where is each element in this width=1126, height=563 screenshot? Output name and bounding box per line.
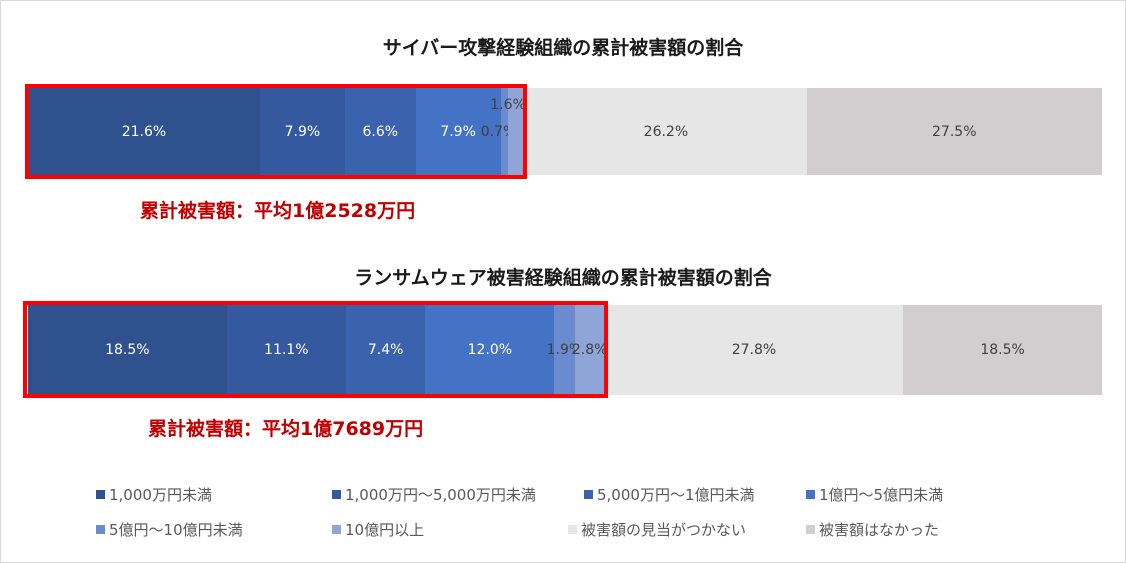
highlight-box-2 <box>23 301 608 398</box>
legend-item: 被害額の見当がつかない <box>568 519 746 540</box>
data-label: 1.6% <box>490 97 526 114</box>
bar-segment: 7.4% <box>345 305 426 395</box>
data-label: 26.2% <box>643 123 689 140</box>
bar-segment: 1.6% <box>490 88 526 175</box>
data-label: 0.7% <box>480 123 517 140</box>
bar-segment: 26.2% <box>525 88 807 175</box>
chart-title-1: サイバー攻撃経験組織の累計被害額の割合 <box>382 37 744 59</box>
data-label: 7.4% <box>367 342 404 358</box>
legend-swatch <box>96 490 105 499</box>
annotation-1: 累計被害額：平均1億2528万円 <box>140 200 416 222</box>
legend-label: 1,000万円未満 <box>109 486 212 504</box>
stacked-bar-ransomware: 18.5% 11.1% 7.4% 12.0% 1.9% 2.8% 27.8% 18.5% <box>28 305 1102 395</box>
stacked-bar-cyber-attack: 21.6% 7.9% 6.6% 7.9% 0.7% 1.6% 26.2% 27.5% <box>28 88 1102 175</box>
legend-swatch <box>568 525 577 534</box>
legend-swatch <box>332 525 341 534</box>
bar-segment: 21.6% <box>28 88 260 175</box>
legend-label: 1,000万円～5,000万円未満 <box>345 486 536 504</box>
legend-swatch <box>332 490 341 499</box>
legend-label: 1億円～5億円未満 <box>819 486 944 504</box>
bar-segment: 12.0% <box>425 305 555 395</box>
legend-item: 5,000万円～1億円未満 <box>584 484 755 505</box>
legend-item: 1億円～5億円未満 <box>806 484 943 505</box>
bar-segment: 6.6% <box>344 88 416 175</box>
data-label: 18.5% <box>980 342 1025 358</box>
legend-item: 被害額はなかった <box>806 519 939 540</box>
legend-swatch <box>806 490 815 499</box>
data-label: 6.6% <box>362 123 399 140</box>
legend-swatch <box>96 525 105 534</box>
bar-segment: 11.1% <box>226 305 346 395</box>
legend-item: 1,000万円未満 <box>96 484 212 505</box>
bar-segment: 0.7% <box>481 88 516 175</box>
legend-label: 10億円以上 <box>345 521 425 539</box>
bar-segment: 1.9% <box>547 305 582 395</box>
data-label: 21.6% <box>121 123 167 140</box>
bar-segment: 27.8% <box>604 305 904 395</box>
data-label: 27.5% <box>932 123 977 140</box>
legend-item: 1,000万円～5,000万円未満 <box>332 484 536 505</box>
data-label: 7.9% <box>440 123 476 140</box>
legend-label: 被害額の見当がつかない <box>581 521 747 539</box>
chart-title-2: ランサムウェア被害経験組織の累計被害額の割合 <box>354 267 772 289</box>
data-label: 27.8% <box>731 342 777 358</box>
bar-segment: 7.9% <box>259 88 345 175</box>
legend-label: 被害額はなかった <box>819 521 940 539</box>
data-label: 11.1% <box>264 342 309 358</box>
legend-item: 5億円～10億円未満 <box>96 519 243 540</box>
data-label: 12.0% <box>467 342 513 358</box>
data-label: 7.9% <box>284 123 321 140</box>
legend-item: 10億円以上 <box>332 519 424 540</box>
bar-segment: 2.8% <box>571 305 608 395</box>
bar-segment: 7.9% <box>415 88 501 175</box>
highlight-box-1 <box>25 84 527 179</box>
legend-label: 5,000万円～1億円未満 <box>597 486 755 504</box>
annotation-2: 累計被害額：平均1億7689万円 <box>148 418 424 440</box>
data-label: 2.8% <box>571 342 608 358</box>
bar-segment: 27.5% <box>806 88 1102 175</box>
bar-segment: 18.5% <box>903 305 1102 395</box>
bar-segment: 18.5% <box>28 305 227 395</box>
legend-label: 5億円～10億円未満 <box>109 521 243 539</box>
legend-swatch <box>806 525 815 534</box>
data-label: 18.5% <box>105 342 150 358</box>
legend-swatch <box>584 490 593 499</box>
data-label: 1.9% <box>546 342 583 358</box>
